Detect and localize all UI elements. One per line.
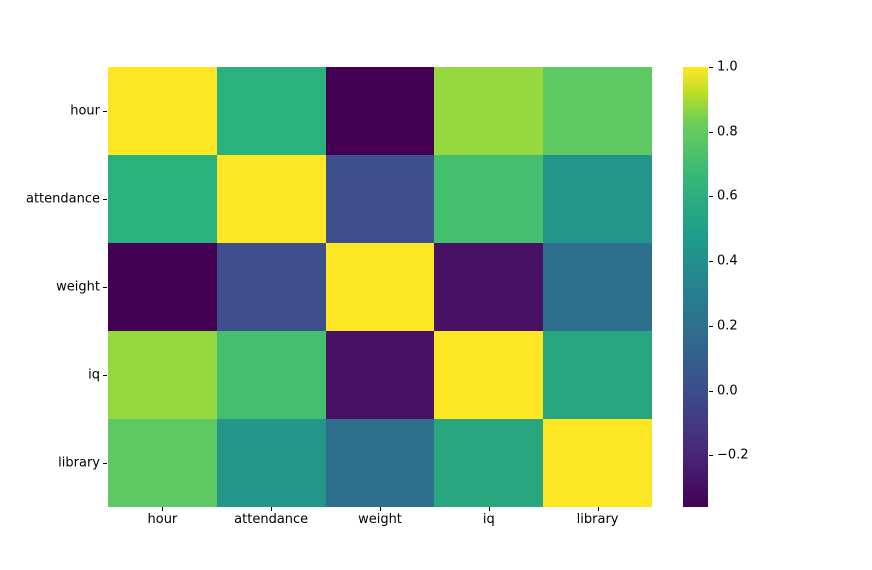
heatmap-cell-attendance-weight <box>325 155 435 243</box>
heatmap-cell-attendance-attendance <box>216 155 326 243</box>
heatmap-cell-weight-attendance <box>216 243 326 331</box>
x-tick-label-weight: weight <box>358 512 402 527</box>
heatmap-cell-attendance-iq <box>434 155 544 243</box>
colorbar-tick-label-0.4: 0.4 <box>717 253 738 269</box>
x-tick-mark <box>380 507 381 511</box>
heatmap-plot-area <box>108 67 652 507</box>
heatmap-cell-library-iq <box>434 419 544 507</box>
heatmap-cell-attendance-library <box>543 155 652 243</box>
heatmap-cell-weight-library <box>543 243 652 331</box>
y-tick-label-iq: iq <box>88 367 100 383</box>
x-tick-mark <box>271 507 273 511</box>
heatmap-cell-hour-library <box>543 67 652 155</box>
colorbar-tick-label-0.0: 0.0 <box>717 383 738 399</box>
colorbar-tick-mark <box>709 325 713 327</box>
y-tick-mark <box>103 463 107 464</box>
heatmap-cell-library-attendance <box>216 419 326 507</box>
y-tick-label-weight: weight <box>56 279 100 295</box>
y-tick-label-attendance: attendance <box>25 191 100 207</box>
colorbar-tick-mark <box>709 455 713 457</box>
y-tick-mark <box>103 375 107 376</box>
colorbar-tick-label-1.0: 1.0 <box>717 59 738 75</box>
heatmap-cell-library-hour <box>108 419 217 507</box>
colorbar-gradient <box>683 67 708 507</box>
y-tick-mark <box>103 287 107 288</box>
colorbar-tick-mark <box>709 390 713 392</box>
heatmap-cell-iq-attendance <box>216 331 326 419</box>
x-tick-label-library: library <box>576 512 619 527</box>
heatmap-cell-iq-weight <box>325 331 435 419</box>
heatmap-cell-library-weight <box>325 419 435 507</box>
x-tick-label-iq: iq <box>482 512 495 527</box>
heatmap-cell-attendance-hour <box>108 155 217 243</box>
colorbar-tick-label-0.2: 0.2 <box>717 318 738 334</box>
colorbar-tick-mark <box>709 131 713 133</box>
x-tick-mark <box>162 507 164 511</box>
heatmap-cell-hour-weight <box>325 67 435 155</box>
y-tick-label-hour: hour <box>70 103 100 119</box>
y-tick-mark <box>103 111 107 112</box>
heatmap-cell-hour-hour <box>108 67 217 155</box>
heatmap-cell-weight-weight <box>325 243 435 331</box>
x-tick-label-attendance: attendance <box>234 512 309 527</box>
heatmap-cell-hour-attendance <box>216 67 326 155</box>
heatmap-cell-weight-hour <box>108 243 217 331</box>
colorbar-tick-mark <box>709 67 713 68</box>
heatmap-cell-weight-iq <box>434 243 544 331</box>
x-tick-label-hour: hour <box>147 512 178 527</box>
heatmap-cell-iq-library <box>543 331 652 419</box>
y-tick-mark <box>103 199 107 200</box>
x-tick-mark <box>488 507 490 511</box>
heatmap-cell-iq-hour <box>108 331 217 419</box>
colorbar-tick-mark <box>709 196 713 198</box>
heatmap-cell-iq-iq <box>434 331 544 419</box>
x-tick-mark <box>597 507 599 511</box>
colorbar-tick-label-0.6: 0.6 <box>717 188 738 204</box>
colorbar-tick-mark <box>709 261 713 263</box>
colorbar-tick-label-0.8: 0.8 <box>717 124 738 140</box>
x-axis-tick-labels: hour attendance weight iq library <box>108 513 652 531</box>
y-axis-tick-labels: hour attendance weight iq library <box>0 67 100 507</box>
colorbar <box>683 67 708 507</box>
y-tick-label-library: library <box>58 455 100 471</box>
heatmap-cell-library-library <box>543 419 652 507</box>
heatmap-cell-hour-iq <box>434 67 544 155</box>
colorbar-tick-label-−0.2: −0.2 <box>717 447 749 463</box>
